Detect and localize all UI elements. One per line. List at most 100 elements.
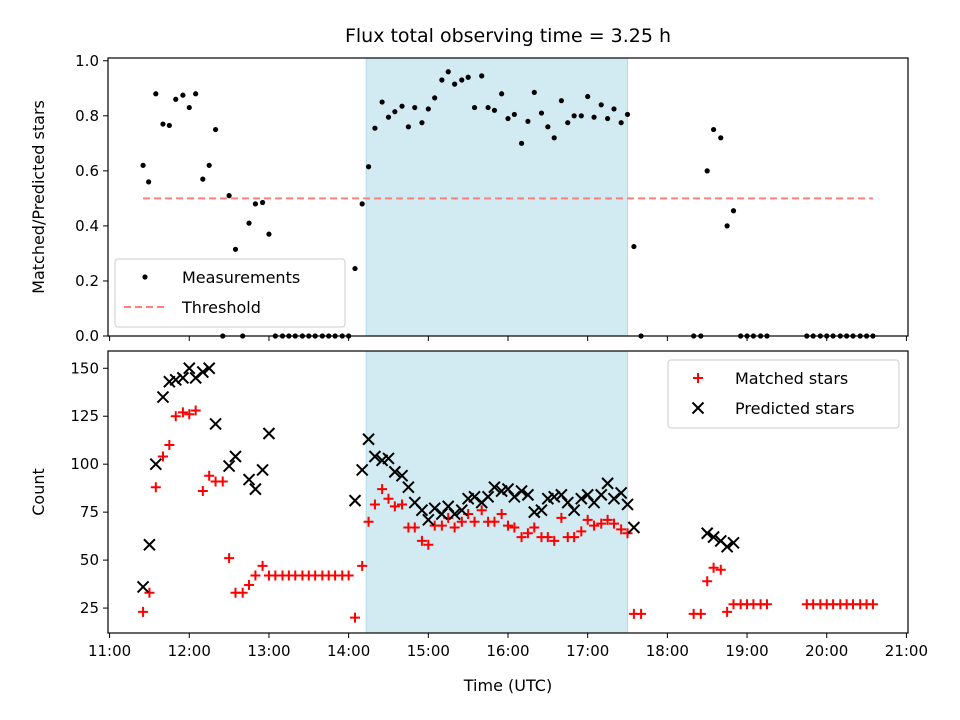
predicted-point (249, 482, 262, 496)
predicted-point (700, 527, 714, 540)
predicted-point (143, 538, 156, 551)
matched-point (596, 518, 607, 529)
predicted-point (508, 490, 521, 504)
measurement-point (631, 243, 637, 250)
measurement-point (545, 124, 551, 130)
measurement-point (259, 199, 266, 206)
predicted-point (422, 513, 435, 527)
predicted-point (707, 530, 720, 544)
matched-point (423, 539, 434, 550)
measurement-point (166, 122, 172, 129)
matched-point (436, 520, 447, 531)
measurement-point (538, 110, 545, 116)
measurement-point (206, 162, 212, 168)
matched-point (170, 411, 181, 422)
x-tick-label: 20:00 (805, 642, 848, 660)
measurement-point (359, 201, 365, 207)
measurement-point (232, 246, 239, 252)
chart-title: Flux total observing time = 3.25 h (345, 25, 671, 47)
y-tick-label: 1.0 (75, 52, 99, 70)
x-tick-label: 17:00 (566, 642, 609, 660)
x-tick-label: 15:00 (407, 642, 450, 660)
x-tick-label: 14:00 (327, 642, 370, 660)
y-tick-label: 75 (80, 503, 99, 521)
matched-point (496, 509, 507, 520)
matched-point (761, 599, 772, 610)
matched-point (144, 587, 155, 598)
predicted-point (621, 498, 634, 511)
predicted-point (362, 433, 375, 446)
measurement-point (499, 91, 505, 97)
measurement-point (439, 77, 445, 83)
measurement-point (146, 179, 152, 185)
x-tick-label: 11:00 (88, 642, 131, 660)
predicted-point (368, 450, 382, 463)
measurement-point (246, 220, 252, 226)
predicted-point (607, 492, 621, 505)
matched-point (377, 484, 388, 495)
measurement-point (571, 113, 577, 119)
measurement-point (624, 111, 631, 118)
matched-point (164, 440, 175, 450)
y-tick-label: 25 (80, 599, 99, 617)
legend-label: Threshold (181, 298, 261, 317)
measurement-point (186, 104, 192, 111)
measurement-point (193, 91, 199, 97)
matched-point (184, 409, 195, 420)
y-axis-label: Matched/Predicted stars (29, 100, 48, 294)
measurement-point (160, 121, 166, 127)
legend-marker-x (691, 401, 705, 415)
x-tick-label: 21:00 (885, 642, 928, 660)
measurement-point (173, 96, 179, 102)
matched-point (529, 522, 540, 533)
x-tick-label: 13:00 (247, 642, 290, 660)
matched-point (204, 470, 215, 481)
predicted-point (448, 507, 461, 521)
predicted-point (196, 365, 210, 379)
measurement-point (392, 109, 398, 115)
matched-point (197, 486, 208, 497)
matched-point (343, 570, 354, 581)
predicted-point (488, 480, 501, 494)
predicted-point (468, 490, 481, 504)
legend-marker-plus (693, 373, 703, 383)
predicted-point (256, 463, 269, 477)
measurement-point (611, 106, 617, 112)
y-tick-label: 50 (80, 551, 99, 569)
measurement-point (531, 89, 537, 96)
predicted-point (627, 521, 641, 534)
measurement-point (724, 223, 730, 229)
measurement-point (379, 99, 385, 105)
measurement-point (452, 81, 458, 87)
y-tick-label: 100 (70, 455, 99, 473)
measurement-point (710, 126, 717, 133)
legend: Matched stars Predicted stars (667, 359, 900, 429)
measurement-point (425, 106, 431, 112)
series-measurements (140, 69, 876, 339)
measurement-point (605, 115, 611, 122)
measurement-point (471, 104, 478, 111)
measurement-point (551, 135, 557, 141)
legend-label: Matched stars (735, 369, 848, 388)
predicted-point (242, 473, 256, 486)
predicted-point (348, 494, 362, 507)
measurement-point (518, 140, 525, 146)
measurement-point (485, 104, 491, 111)
x-tick-label: 16:00 (486, 642, 529, 660)
predicted-point (388, 465, 402, 479)
predicted-point (402, 480, 415, 494)
matched-point (409, 522, 420, 533)
matched-point (608, 518, 619, 529)
matched-point (244, 580, 255, 591)
matched-point (350, 612, 361, 623)
predicted-point (481, 490, 495, 504)
matched-point (237, 587, 248, 598)
measurement-point (252, 201, 259, 207)
predicted-point (720, 540, 734, 553)
predicted-point (136, 580, 150, 594)
x-tick-label: 18:00 (646, 642, 689, 660)
matched-point (509, 522, 520, 533)
matched-point (542, 532, 553, 543)
matched-point (569, 532, 580, 543)
